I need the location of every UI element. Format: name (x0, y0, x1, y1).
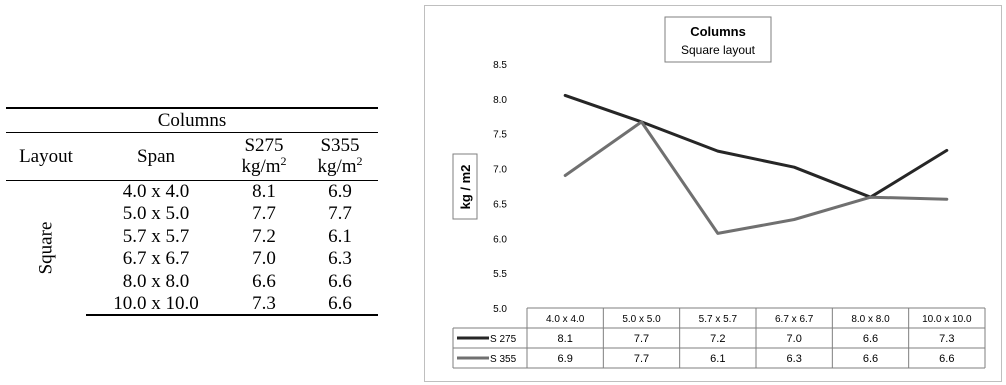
x-tick-label: 6.7 x 6.7 (775, 314, 814, 325)
header-s275-label: S275 (244, 135, 284, 156)
unit-exponent: 2 (356, 154, 363, 168)
y-tick-label: 5.0 (493, 304, 507, 315)
data-label: 6.3 (787, 353, 802, 365)
layout-cell: Square (6, 180, 86, 315)
table-row: 8.0 x 8.0 6.6 6.6 (6, 270, 378, 293)
y-tick-label: 7.0 (493, 165, 507, 176)
s275-cell: 7.3 (226, 292, 302, 316)
x-tick-label: 5.0 x 5.0 (622, 314, 661, 325)
data-label: 6.6 (863, 333, 878, 345)
y-axis-title-group: kg / m2 (452, 153, 478, 220)
s355-cell: 6.9 (328, 181, 352, 202)
x-tick-label: 4.0 x 4.0 (546, 314, 585, 325)
legend-label: S 355 (490, 354, 517, 365)
s275-cell: 7.2 (252, 225, 276, 247)
s355-cell: 6.6 (302, 292, 378, 316)
header-s275: S275 kg/m2 (226, 132, 302, 181)
span-cell: 8.0 x 8.0 (122, 270, 190, 292)
span-cell: 6.7 x 6.7 (122, 248, 190, 270)
header-s355-unit: kg/m2 (302, 154, 378, 177)
x-tick-label: 5.7 x 5.7 (699, 314, 738, 325)
y-axis: 5.0 5.5 6.0 6.5 7.0 7.5 8.0 8.5 (493, 60, 507, 315)
line-chart: Columns Square layout kg / m2 5.0 5.5 6.0 6… (452, 16, 986, 369)
chart-subtitle: Square layout (681, 43, 756, 57)
y-tick-label: 6.5 (493, 199, 507, 210)
table-row: 5.7 x 5.7 7.2 6.1 (6, 225, 378, 248)
data-label: 7.2 (710, 333, 725, 345)
x-tick-label: 8.0 x 8.0 (851, 314, 890, 325)
header-layout: Layout (6, 132, 86, 181)
data-label: 7.7 (634, 333, 649, 345)
table-row: 5.0 x 5.0 7.7 7.7 (6, 203, 378, 226)
header-s355-label: S355 (320, 135, 360, 156)
y-axis-title-box (452, 153, 478, 220)
table-row: Square 4.0 x 4.0 8.1 6.9 (6, 180, 378, 274)
table-row: 6.7 x 6.7 7.0 6.3 (6, 248, 378, 271)
data-label: 6.9 (558, 353, 573, 365)
plot-area (563, 93, 949, 235)
y-tick-label: 7.5 (493, 130, 507, 141)
s355-cell: 6.1 (328, 225, 352, 247)
data-label: 7.3 (939, 333, 954, 345)
span-cell: 5.7 x 5.7 (122, 225, 190, 247)
s355-cell: 7.7 (328, 203, 352, 225)
x-tick-label: 10.0 x 10.0 (922, 314, 972, 325)
y-axis-title: kg / m2 (458, 165, 473, 210)
span-cell: 5.0 x 5.0 (122, 203, 190, 225)
chart-title-box (664, 16, 772, 63)
data-label: 7.0 (787, 333, 802, 345)
span-cell: 10.0 x 10.0 (86, 292, 226, 316)
y-tick-label: 8.5 (493, 60, 507, 71)
data-label: 7.7 (634, 353, 649, 365)
chart-frame: Columns Square layout kg / m2 5.0 5.5 6.0 6… (424, 5, 1002, 382)
header-s355: S355 kg/m2 (302, 132, 378, 181)
s355-cell: 6.3 (328, 248, 352, 270)
data-label: 6.6 (939, 353, 954, 365)
s275-cell: 7.7 (252, 203, 276, 225)
table-row: 10.0 x 10.0 7.3 6.6 (6, 292, 378, 316)
header-span: Span (86, 132, 226, 181)
y-tick-label: 8.0 (493, 95, 507, 106)
unit-base: kg/m (241, 156, 281, 177)
series-line-s275 (563, 93, 949, 199)
unit-base: kg/m (317, 156, 357, 177)
data-label: 8.1 (558, 333, 573, 345)
series-line-s355 (563, 120, 949, 235)
data-table: Columns Layout Span S275 kg/m2 S355 kg/m… (6, 107, 378, 316)
span-cell: 4.0 x 4.0 (122, 181, 190, 202)
layout-label: Square (35, 221, 57, 275)
s275-cell: 8.1 (252, 181, 276, 202)
data-label: 6.1 (710, 353, 725, 365)
chart-data-table: 4.0 x 4.0 5.0 x 5.0 5.7 x 5.7 6.7 x 6.7 8.0 … (452, 307, 986, 369)
table-title: Columns (6, 107, 378, 133)
y-tick-label: 6.0 (493, 234, 507, 245)
chart-title: Columns (690, 24, 746, 39)
y-tick-label: 5.5 (493, 269, 507, 280)
s355-cell: 6.6 (328, 270, 352, 292)
s275-cell: 7.0 (252, 248, 276, 270)
header-s275-unit: kg/m2 (226, 154, 302, 177)
legend-label: S 275 (490, 334, 517, 345)
s275-cell: 6.6 (252, 270, 276, 292)
unit-exponent: 2 (280, 154, 287, 168)
data-label: 6.6 (863, 353, 878, 365)
